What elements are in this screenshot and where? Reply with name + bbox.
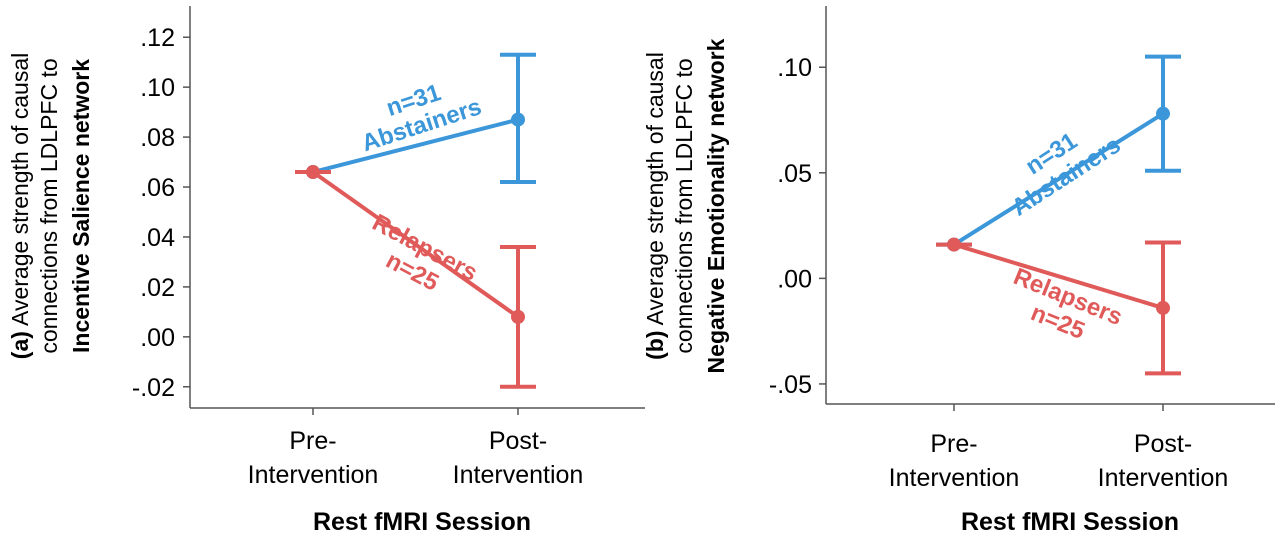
x-tick-label-line: Intervention: [889, 464, 1020, 492]
y-axis-title-text: Average strength of causal: [7, 53, 33, 331]
y-axis-title-line-1: (b) Average strength of causal: [642, 52, 668, 360]
y-axis-title-line-1: (a) Average strength of causal: [7, 53, 33, 359]
series-relapsers: [295, 165, 536, 389]
x-tick-label-line: Intervention: [453, 461, 584, 489]
y-axis-title-line-3: Negative Emotionality network: [703, 38, 729, 373]
panel-tag: (b): [642, 330, 668, 359]
group-label-abstainers: n=31Abstainers: [992, 109, 1125, 222]
panel-tag: (a): [7, 331, 33, 359]
series-line: [953, 242, 1164, 310]
x-tick-label: Post- Intervention: [1098, 430, 1229, 492]
y-tick-label: .02: [140, 274, 175, 302]
y-tick-label: .10: [140, 74, 175, 102]
y-axis-title-line-2: connections from LDLPFC to: [36, 58, 62, 353]
series-line: [311, 170, 520, 319]
x-tick-label-line: Pre-: [930, 430, 977, 458]
y-axis-title-line-3: Incentive Salience network: [68, 59, 94, 353]
chart-panel-a: -.02 .00 .02 .04 .06 .08 .10 .12 Pre- Interventio…: [7, 6, 645, 536]
data-point: [1156, 300, 1170, 315]
y-tick-label: -.05: [769, 371, 812, 399]
data-point: [511, 112, 525, 127]
data-point: [1156, 106, 1170, 121]
series-relapsers: [936, 237, 1181, 376]
y-tick-label: .06: [140, 174, 175, 202]
group-label-relapsers: Relapsersn=25: [355, 209, 482, 311]
y-tick-label: .00: [140, 324, 175, 352]
x-tick-label: Post- Intervention: [453, 427, 584, 489]
y-tick-label: .05: [777, 160, 812, 188]
x-tick-label-line: Post-: [1134, 430, 1192, 458]
series-line: [952, 111, 1165, 247]
series-line: [312, 117, 519, 174]
y-tick-label: .10: [777, 54, 812, 82]
x-tick-label-line: Intervention: [1098, 464, 1229, 492]
y-axis-title-text: Average strength of causal: [642, 52, 668, 330]
data-point: [511, 309, 525, 324]
x-axis-title: Rest fMRI Session: [313, 508, 531, 536]
x-tick-label-line: Pre-: [289, 427, 336, 455]
x-tick-label: Pre- Intervention: [889, 430, 1020, 492]
y-tick-label: -.02: [132, 374, 175, 402]
y-tick-label: .00: [777, 265, 812, 293]
chart-panel-b: -.05 .00 .05 .10 Pre- Intervention Post- Interv…: [642, 6, 1275, 536]
y-axis-title-line-2: connections from LDLPFC to: [671, 58, 697, 353]
data-point: [306, 165, 320, 180]
data-point: [947, 237, 961, 252]
y-tick-label: .12: [140, 24, 175, 52]
x-axis-title: Rest fMRI Session: [961, 508, 1179, 536]
x-tick-label-line: Post-: [489, 427, 547, 455]
x-tick-label: Pre- Intervention: [248, 427, 379, 489]
y-tick-label: .04: [140, 224, 175, 252]
y-tick-label: .08: [140, 124, 175, 152]
x-tick-label-line: Intervention: [248, 461, 379, 489]
